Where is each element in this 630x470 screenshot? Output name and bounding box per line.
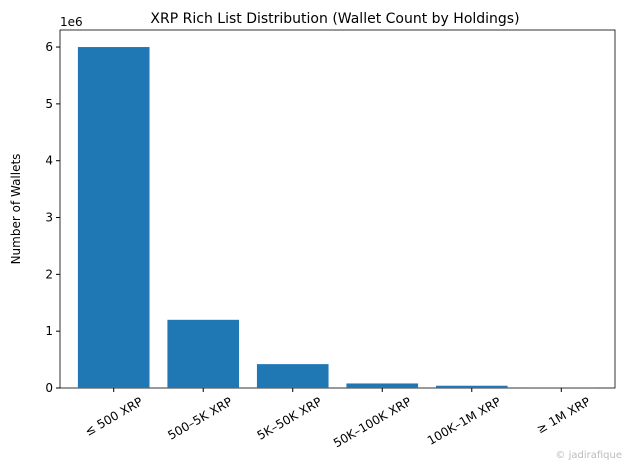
y-tick-label: 2 xyxy=(45,267,53,281)
offset-text: 1e6 xyxy=(60,15,83,29)
x-tick-label: ≤ 500 XRP xyxy=(82,394,145,438)
x-tick-label: 50K–100K XRP xyxy=(331,394,414,450)
x-tick-label: 500–5K XRP xyxy=(165,394,234,442)
y-tick-label: 5 xyxy=(45,97,53,111)
y-tick-label: 0 xyxy=(45,381,53,395)
bar xyxy=(346,383,419,388)
y-tick-label: 4 xyxy=(45,154,53,168)
y-axis-label: Number of Wallets xyxy=(9,154,23,265)
watermark: © jadirafique xyxy=(555,450,622,461)
chart-title: XRP Rich List Distribution (Wallet Count… xyxy=(150,11,519,27)
y-tick-label: 1 xyxy=(45,324,53,338)
bar xyxy=(256,364,329,388)
bar xyxy=(167,319,240,388)
x-tick-label: 100K–1M XRP xyxy=(425,394,503,447)
y-tick-label: 3 xyxy=(45,211,53,225)
x-tick-label: 5K–50K XRP xyxy=(255,394,325,442)
plot-frame xyxy=(59,29,616,389)
y-tick-label: 6 xyxy=(45,40,53,54)
bar xyxy=(435,385,508,388)
bar xyxy=(77,47,150,389)
x-tick-label: ≥ 1M XRP xyxy=(534,394,593,436)
